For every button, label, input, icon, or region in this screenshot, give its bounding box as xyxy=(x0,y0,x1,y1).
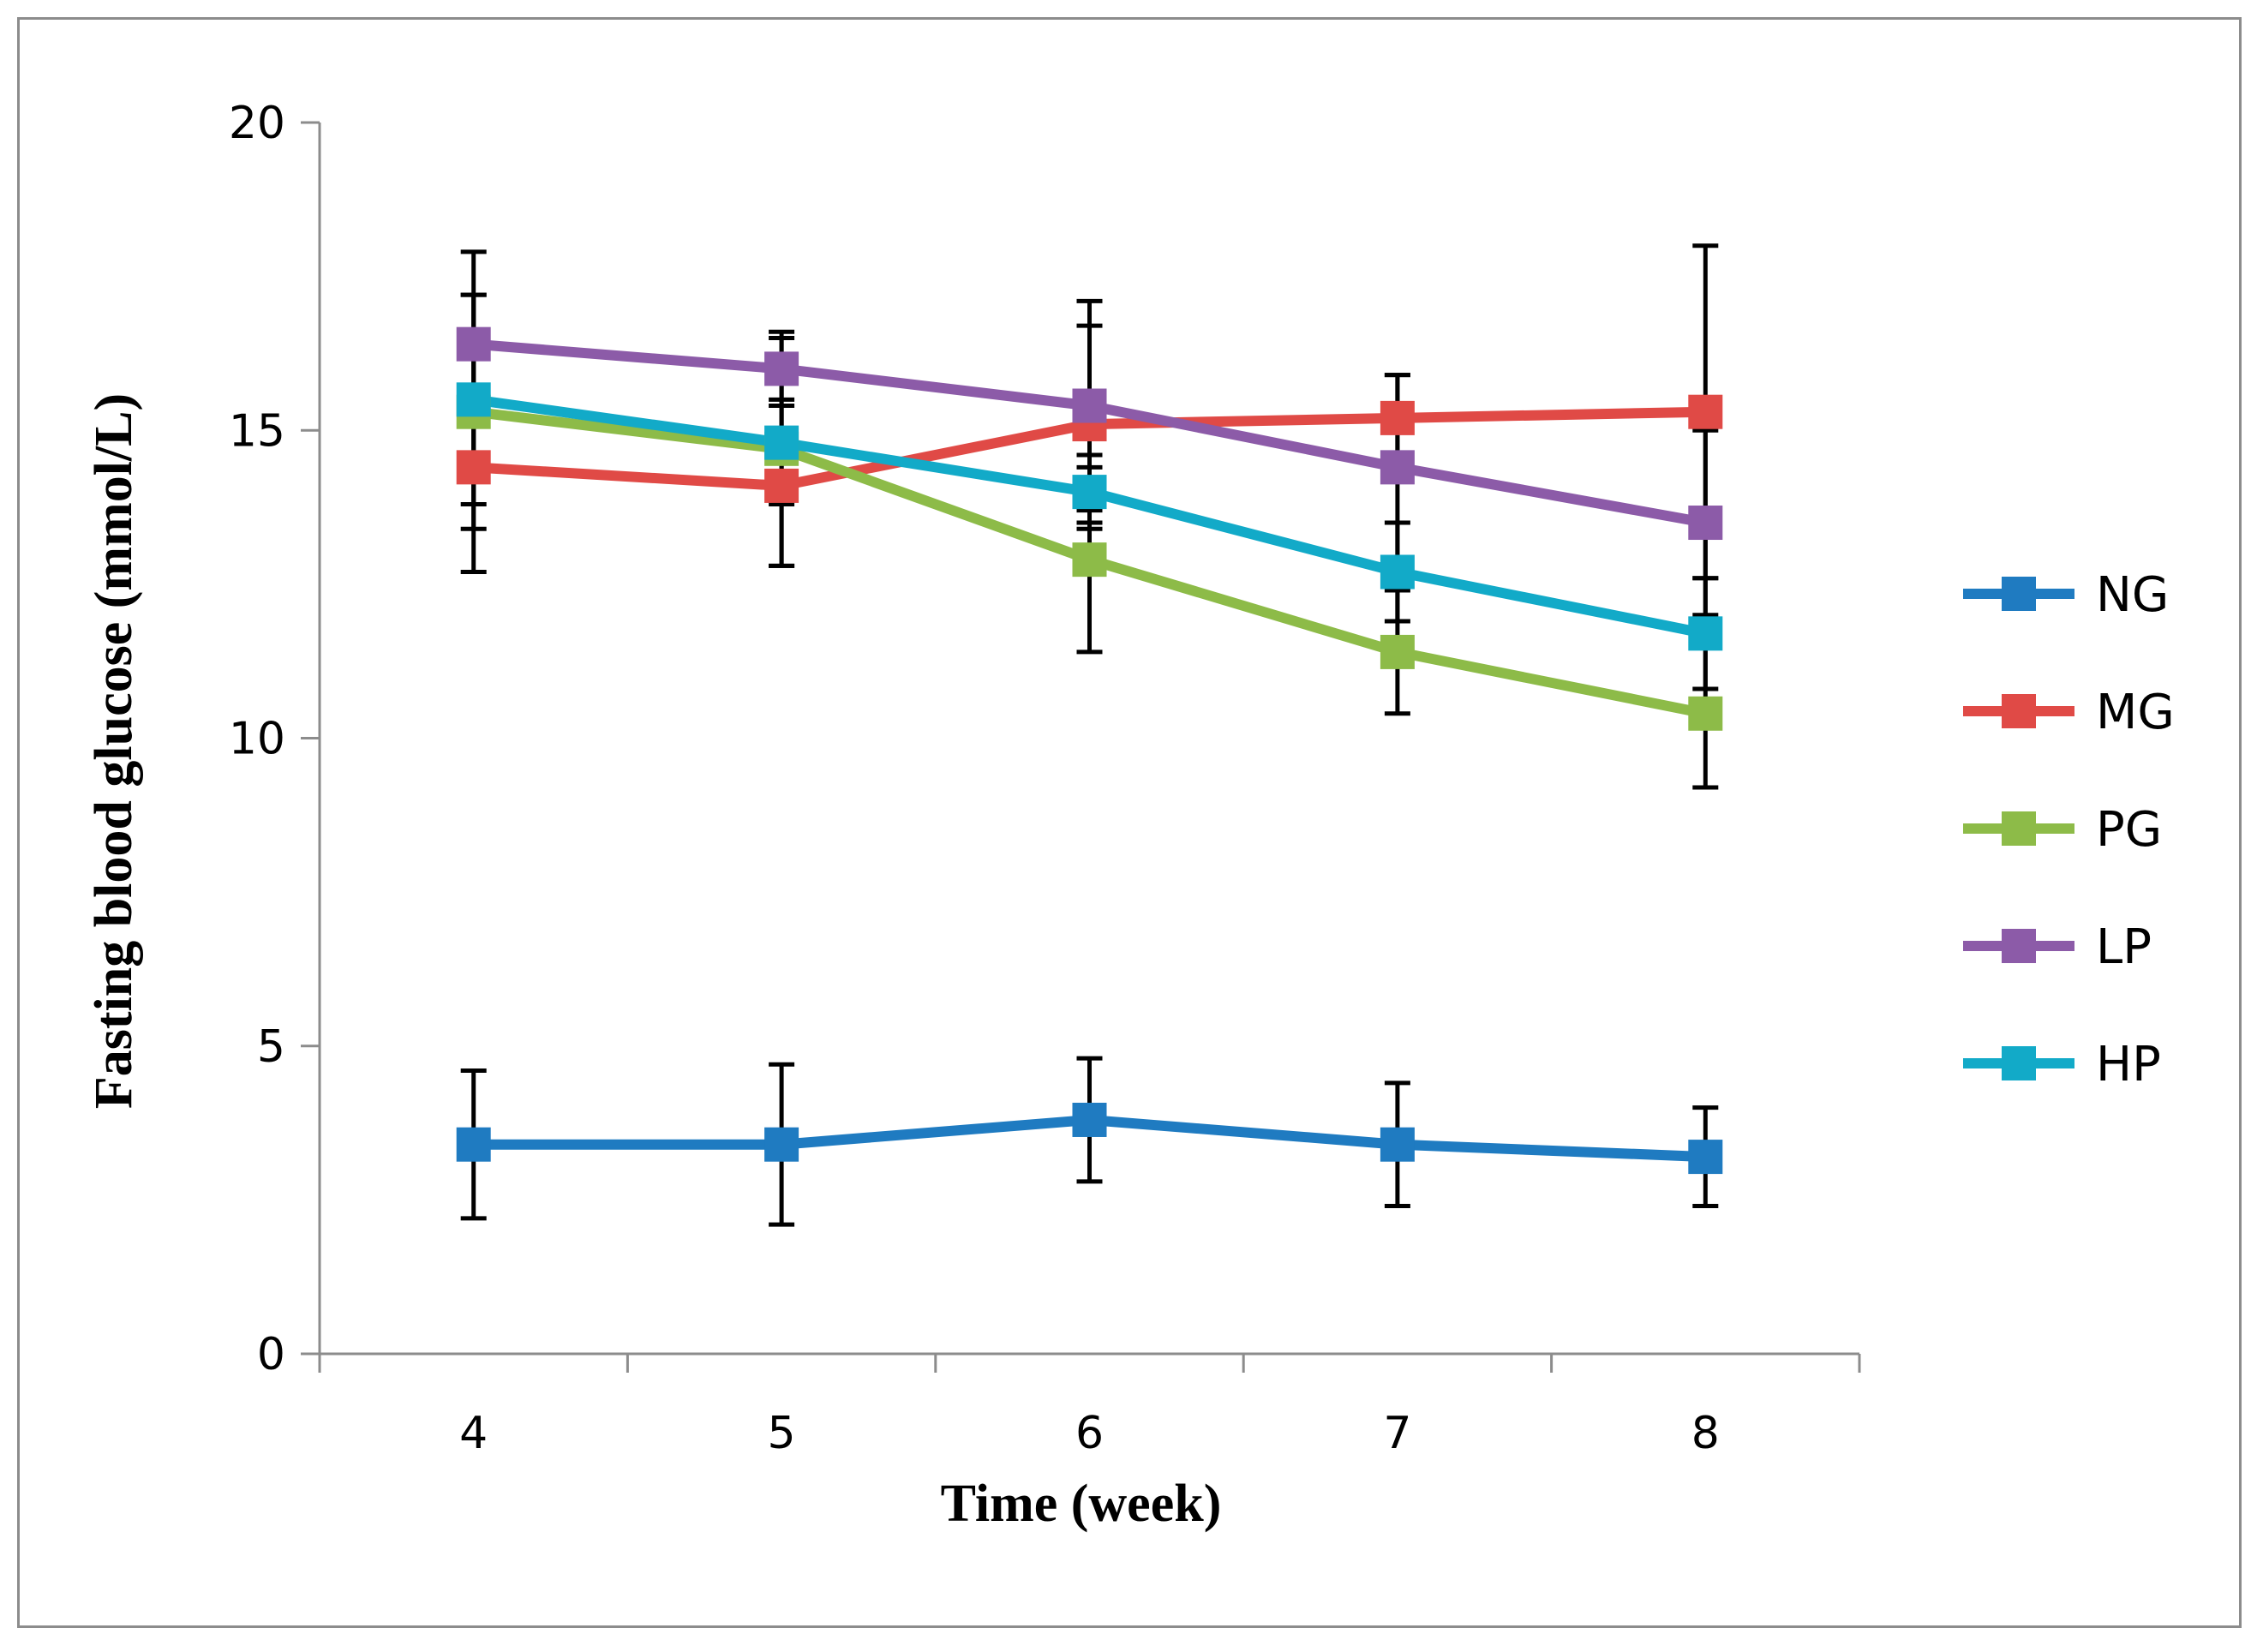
legend-swatch-marker xyxy=(2002,1046,2036,1080)
chart-frame: 0 5 10 15 20 4 5 6 7 8 NG MG PG LP HP Time (week) Fas… xyxy=(17,17,2242,1628)
data-point-pg xyxy=(1072,542,1107,578)
legend-item-pg: PG xyxy=(1963,802,2162,858)
data-point-hp xyxy=(764,425,799,460)
legend-item-mg: MG xyxy=(1963,685,2175,740)
x-tick-label: 4 xyxy=(459,1408,488,1459)
legend-label: LP xyxy=(2096,919,2152,975)
data-point-lp xyxy=(1380,450,1415,485)
x-tick-label: 7 xyxy=(1383,1408,1411,1459)
legend-swatch-marker xyxy=(2002,811,2036,846)
data-point-hp xyxy=(1072,475,1107,510)
data-point-hp xyxy=(1688,616,1723,651)
legend-label: HP xyxy=(2096,1037,2161,1092)
legend-item-lp: LP xyxy=(1963,919,2152,975)
y-tick-label: 10 xyxy=(229,714,285,765)
legend: NG MG PG LP HP xyxy=(1963,567,2175,1092)
legend-swatch-marker xyxy=(2002,694,2036,728)
data-point-mg xyxy=(764,468,799,503)
data-point-hp xyxy=(456,382,491,417)
x-tick-label: 8 xyxy=(1691,1408,1720,1459)
data-point-mg xyxy=(456,450,491,485)
data-point-lp xyxy=(1072,388,1107,423)
y-tick-label: 0 xyxy=(257,1329,285,1380)
x-tick-label: 5 xyxy=(768,1408,796,1459)
y-tick-label: 15 xyxy=(229,405,285,457)
data-point-ng xyxy=(764,1127,799,1162)
data-point-mg xyxy=(1380,400,1415,435)
legend-swatch-marker xyxy=(2002,929,2036,963)
y-axis-title: Fasting blood glucose (mmol/L) xyxy=(85,393,143,1109)
legend-label: NG xyxy=(2096,567,2169,623)
data-point-ng xyxy=(1072,1102,1107,1137)
data-point-mg xyxy=(1688,394,1723,429)
axes: 0 5 10 15 20 4 5 6 7 8 xyxy=(229,98,1861,1459)
legend-swatch-marker xyxy=(2002,577,2036,611)
data-point-ng xyxy=(1380,1127,1415,1162)
y-tick-label: 5 xyxy=(257,1021,285,1073)
data-point-ng xyxy=(1688,1140,1723,1175)
series-markers xyxy=(456,326,1723,1175)
legend-item-ng: NG xyxy=(1963,567,2169,623)
line-chart: 0 5 10 15 20 4 5 6 7 8 NG MG PG LP HP Time (week) Fas… xyxy=(85,98,2175,1533)
data-point-lp xyxy=(1688,506,1723,541)
data-point-lp xyxy=(764,351,799,386)
data-point-pg xyxy=(1688,696,1723,731)
legend-label: MG xyxy=(2096,685,2175,740)
data-point-ng xyxy=(456,1127,491,1162)
legend-label: PG xyxy=(2096,802,2162,858)
y-tick-label: 20 xyxy=(229,98,285,149)
x-tick-label: 6 xyxy=(1075,1408,1104,1459)
data-point-hp xyxy=(1380,554,1415,590)
data-point-pg xyxy=(1380,634,1415,669)
data-point-lp xyxy=(456,326,491,362)
legend-item-hp: HP xyxy=(1963,1037,2161,1092)
x-axis-title: Time (week) xyxy=(941,1475,1222,1533)
